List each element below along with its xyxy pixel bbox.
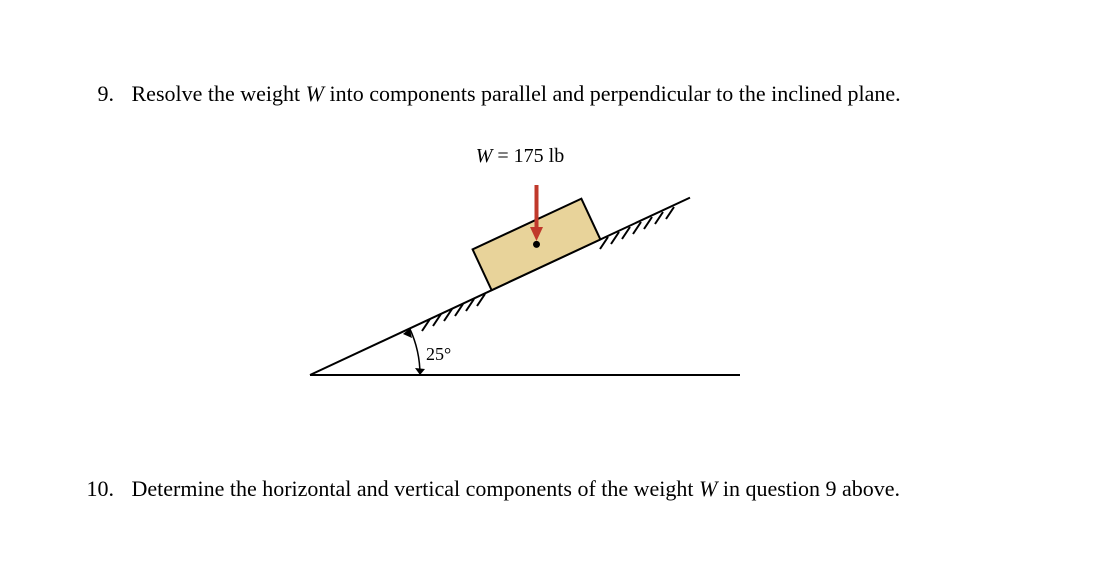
weight-label-value: = 175 lb [492,145,564,167]
angle-arc-arrow-bottom [415,368,425,375]
question-10-text-b: in question 9 above. [717,476,900,501]
page: 9. Resolve the weight W into components … [0,0,1105,581]
question-9-number: 9. [80,80,114,109]
question-10-variable: W [699,476,717,501]
figure-svg: 25° [290,145,770,415]
weight-label-variable: W [476,145,493,167]
question-10: 10. Determine the horizontal and vertica… [80,475,1040,504]
question-9-text-a: Resolve the weight [132,81,306,106]
question-10-text-a: Determine the horizontal and vertical co… [132,476,700,501]
hatch-lower [422,294,485,331]
weight-label: W = 175 lb [420,145,620,168]
question-10-number: 10. [80,475,114,504]
angle-label: 25° [426,344,451,364]
weight-dot [533,241,540,248]
question-9-variable: W [306,81,324,106]
question-9: 9. Resolve the weight W into components … [80,80,1020,109]
question-9-text-b: into components parallel and perpendicul… [324,81,901,106]
figure-inclined-plane: W = 175 lb [290,145,770,415]
hatch-upper [600,207,674,249]
